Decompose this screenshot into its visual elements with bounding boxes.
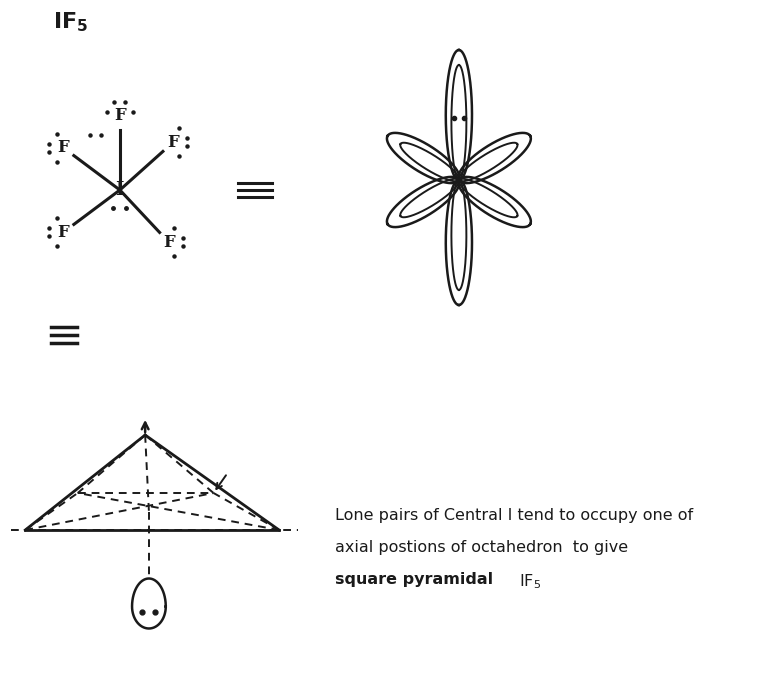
Text: IF$_5$: IF$_5$ (518, 572, 541, 591)
Text: F: F (58, 139, 69, 156)
Text: F: F (58, 224, 69, 241)
Text: Lone pairs of Central I tend to occupy one of: Lone pairs of Central I tend to occupy o… (335, 508, 694, 523)
Text: F: F (114, 108, 126, 125)
Text: square pyramidal: square pyramidal (335, 572, 499, 587)
Text: axial postions of octahedron  to give: axial postions of octahedron to give (335, 540, 628, 555)
Text: F: F (163, 234, 175, 251)
Text: $\mathbf{IF_5}$: $\mathbf{IF_5}$ (52, 10, 88, 34)
Text: I: I (116, 181, 124, 199)
Text: F: F (167, 134, 179, 151)
